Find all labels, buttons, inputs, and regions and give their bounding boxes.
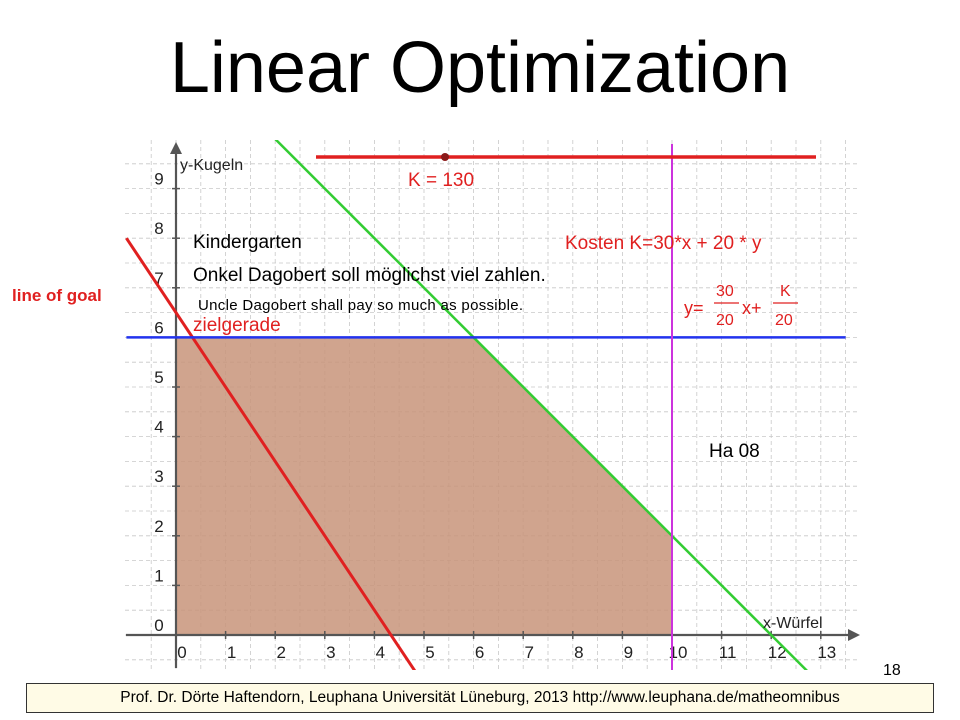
y-tick-label: 2 (154, 517, 163, 536)
x-tick-label: 13 (817, 643, 836, 662)
equation-den-20b: 20 (775, 312, 793, 329)
equation-den-20: 20 (716, 312, 734, 329)
x-tick-label: 12 (768, 643, 787, 662)
goal-line-label: zielgerade (193, 315, 281, 336)
cost-formula: Kosten K=30*x + 20 * y (565, 233, 762, 254)
x-axis-label: x-Würfel (763, 615, 823, 632)
x-tick-label: 7 (524, 643, 533, 662)
x-tick-label: 3 (326, 643, 335, 662)
footer-credit: Prof. Dr. Dörte Haftendorn, Leuphana Uni… (26, 683, 934, 713)
x-tick-label: 4 (376, 643, 385, 662)
k-slider-label: K = 130 (408, 170, 474, 191)
y-tick-label: 3 (154, 467, 163, 486)
x-tick-label: 5 (425, 643, 434, 662)
goal-line (125, 237, 417, 670)
translation-text: Uncle Dagobert shall pay so much as poss… (198, 297, 524, 314)
k-slider-knob[interactable] (441, 153, 449, 161)
y-axis-label: y-Kugeln (180, 157, 243, 174)
x-axis-arrow-icon (848, 629, 860, 641)
x-tick-label: 6 (475, 643, 484, 662)
x-tick-label: 0 (177, 643, 186, 662)
y-tick-label: 0 (154, 616, 163, 635)
x-tick-label: 2 (276, 643, 285, 662)
y-tick-label: 6 (154, 318, 163, 337)
x-tick-label: 11 (719, 643, 737, 662)
equation-x-plus: x+ (742, 298, 762, 318)
y-tick-label: 7 (154, 269, 163, 288)
line-equation: y= 30 20 x+ K 20 (684, 283, 798, 329)
x-tick-label: 1 (227, 643, 236, 662)
x-tick-label: 8 (574, 643, 583, 662)
equation-num-30: 30 (716, 283, 734, 300)
y-axis-arrow-icon (170, 142, 182, 154)
subheading-dagobert: Onkel Dagobert soll möglichst viel zahle… (193, 265, 546, 286)
feasible-region (176, 337, 672, 635)
page-number: 18 (883, 662, 901, 679)
equation-num-k: K (780, 283, 791, 300)
y-tick-label: 8 (154, 219, 163, 238)
y-tick-label: 9 (154, 170, 163, 189)
y-tick-label: 4 (154, 418, 163, 437)
slide-title: Linear Optimization (169, 28, 791, 108)
y-tick-label: 5 (154, 368, 163, 387)
x-tick-label: 10 (669, 643, 688, 662)
constraint-lines (125, 140, 846, 670)
heading-kindergarten: Kindergarten (193, 232, 302, 253)
line-of-goal-label: line of goal (12, 286, 102, 305)
constraint-line-diagonal (274, 140, 808, 670)
x-tick-label: 9 (624, 643, 633, 662)
equation-y: y= (684, 298, 704, 318)
y-tick-label: 1 (154, 566, 163, 585)
author-tag: Ha 08 (709, 441, 760, 462)
